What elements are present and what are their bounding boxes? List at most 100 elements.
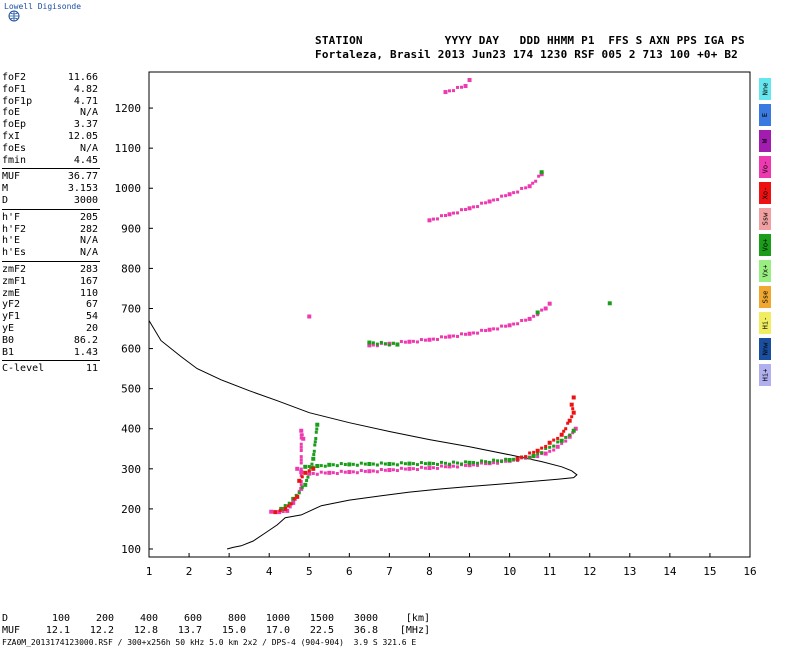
echo-trace-point	[415, 463, 419, 467]
param-label: zmF2	[2, 263, 27, 275]
echo-trace-point	[431, 337, 435, 341]
echo-trace-point	[456, 461, 460, 465]
echo-trace-point	[313, 440, 317, 444]
echo-trace-point	[556, 436, 560, 440]
param-value: 54	[85, 311, 98, 323]
echo-point	[543, 451, 548, 456]
echo-trace-point	[299, 480, 303, 484]
echo-point	[367, 469, 372, 474]
echo-point	[387, 462, 392, 467]
x-tick-label: 10	[503, 565, 516, 578]
echo-trace-point	[431, 462, 435, 466]
param-label: yF2	[2, 299, 21, 311]
echo-point	[327, 470, 332, 475]
echo-trace-point	[544, 444, 548, 448]
echo-trace-point	[536, 455, 540, 459]
echo-point	[535, 310, 540, 315]
echo-trace-point	[564, 439, 568, 443]
param-value: N/A	[79, 107, 98, 119]
echo-trace-point	[415, 467, 419, 471]
echo-trace-point	[331, 471, 335, 475]
echo-trace-point	[540, 446, 544, 450]
param-label: yE	[2, 322, 15, 334]
echo-trace-point	[299, 467, 303, 471]
echo-trace-point	[452, 460, 456, 464]
param-value: 20	[85, 322, 98, 334]
echo-trace-point	[431, 466, 435, 470]
echo-point	[427, 461, 432, 466]
x-tick-label: 15	[703, 565, 716, 578]
echo-trace-point	[323, 464, 327, 468]
echo-trace-point	[536, 313, 540, 317]
echo-trace-point	[452, 211, 456, 215]
param-label: M	[2, 183, 9, 195]
echo-trace-point	[312, 449, 316, 453]
muf-cell: 12.8	[133, 625, 158, 636]
echo-trace-point	[371, 462, 375, 466]
echo-trace-point	[375, 463, 379, 467]
echo-trace-point	[480, 328, 484, 332]
y-tick-label: 400	[121, 423, 141, 436]
echo-point	[327, 462, 332, 467]
parameter-group-muf: MUF 36.77 M 3.153 D 3000	[2, 171, 100, 206]
echo-point	[273, 510, 278, 515]
echo-trace-point	[504, 194, 508, 198]
echo-trace-point	[411, 339, 415, 343]
echo-point	[531, 453, 536, 458]
param-label: D	[2, 194, 9, 206]
echo-point	[467, 331, 472, 336]
echo-point	[315, 464, 320, 469]
echo-trace-point	[313, 443, 317, 447]
echo-point	[547, 301, 552, 306]
distance-cell: 100	[51, 613, 70, 624]
x-tick-label: 8	[426, 565, 433, 578]
param-label: h'F2	[2, 223, 27, 235]
echo-point	[507, 323, 512, 328]
legend-label: Hi-	[761, 316, 769, 330]
param-zmf1: zmF1 167	[2, 276, 100, 288]
param-label: foF1p	[2, 95, 33, 107]
param-yf1: yF1 54	[2, 311, 100, 323]
echo-trace-point	[512, 191, 516, 195]
echo-trace-point	[319, 464, 323, 468]
param-fmin: fmin 4.45	[2, 155, 100, 167]
echo-trace-point	[443, 461, 447, 465]
echo-trace-point	[289, 502, 293, 506]
echo-point	[277, 510, 282, 515]
echo-trace-point	[443, 213, 447, 217]
echo-trace-point	[564, 435, 568, 439]
echo-point	[539, 170, 544, 175]
echo-trace-point	[339, 462, 343, 466]
x-tick-label: 16	[743, 565, 756, 578]
echo-trace-point	[460, 462, 464, 466]
echo-trace-point	[571, 431, 575, 435]
param-label: foEs	[2, 142, 27, 154]
distance-cell: 1000	[265, 613, 290, 624]
d-row-label: D	[2, 613, 9, 624]
echo-trace-point	[484, 460, 488, 464]
param-value: 205	[79, 211, 98, 223]
param-hes: h'Es N/A	[2, 247, 100, 259]
echo-trace-point	[278, 509, 282, 513]
echo-point	[567, 418, 572, 423]
param-label: yF1	[2, 311, 21, 323]
polarization-legend: Nne E W Vo- Xo- Ssw Vo+ Vx+ Sse Hi- Nnw Hi+	[759, 78, 771, 390]
echo-trace-point	[314, 430, 318, 434]
echo-trace-point	[456, 211, 460, 215]
x-tick-label: 2	[186, 565, 193, 578]
parameter-group-heights: h'F 205 h'F2 282 h'E N/A h'Es N/A	[2, 212, 100, 259]
echo-trace-point	[299, 483, 303, 487]
echo-trace-point	[299, 448, 303, 452]
echo-trace-point	[419, 338, 423, 342]
echo-trace-point	[439, 335, 443, 339]
echo-trace-point	[355, 471, 359, 475]
echo-trace-point	[524, 318, 528, 322]
echo-trace-point	[359, 461, 363, 465]
echo-trace-point	[500, 194, 504, 198]
legend-label: Vo-	[761, 160, 769, 174]
echo-trace-point	[552, 448, 556, 452]
echo-trace-point	[309, 465, 313, 469]
echo-trace-point	[566, 421, 570, 425]
echo-trace-point	[363, 469, 367, 473]
echo-trace-point	[480, 461, 484, 465]
